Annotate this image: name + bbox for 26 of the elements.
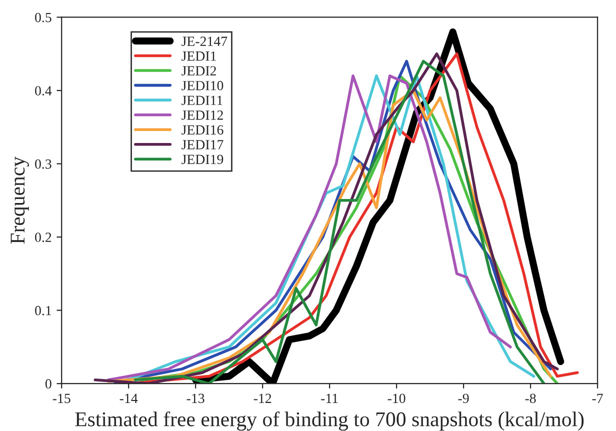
legend-label: JEDI12 — [182, 110, 223, 120]
x-tick-label: -14 — [120, 394, 138, 403]
x-tick-label: -11 — [321, 394, 338, 403]
x-tick-label: -9 — [458, 394, 469, 404]
legend-label: JEDI1 — [182, 51, 216, 61]
legend-label: JEDI19 — [182, 154, 224, 164]
x-tick-label: -13 — [186, 394, 204, 404]
x-tick-label: -7 — [592, 394, 603, 403]
legend-label: JEDI10 — [182, 80, 224, 90]
y-axis-title: Frequency — [10, 156, 29, 244]
legend-label: JEDI16 — [182, 125, 224, 135]
y-tick-label: 0.1 — [35, 306, 52, 316]
x-tick-label: -10 — [388, 394, 406, 404]
y-tick-label: 0 — [45, 379, 52, 389]
x-tick-label: -15 — [52, 394, 70, 404]
y-tick-label: 0.5 — [35, 12, 52, 22]
y-tick-label: 0.3 — [35, 159, 52, 169]
y-tick-label: 0.2 — [35, 232, 52, 242]
legend-label: JEDI17 — [182, 140, 224, 150]
x-tick-label: -12 — [254, 394, 272, 403]
y-tick-label: 0.4 — [35, 86, 52, 96]
x-tick-label: -8 — [525, 394, 536, 404]
legend-label: JEDI11 — [182, 96, 222, 106]
legend-label: JEDI2 — [182, 66, 216, 76]
x-axis-title: Estimated free energy of binding to 700 snapshots (kcal/mol) — [75, 411, 584, 431]
legend-label: JE-2147 — [182, 36, 228, 46]
